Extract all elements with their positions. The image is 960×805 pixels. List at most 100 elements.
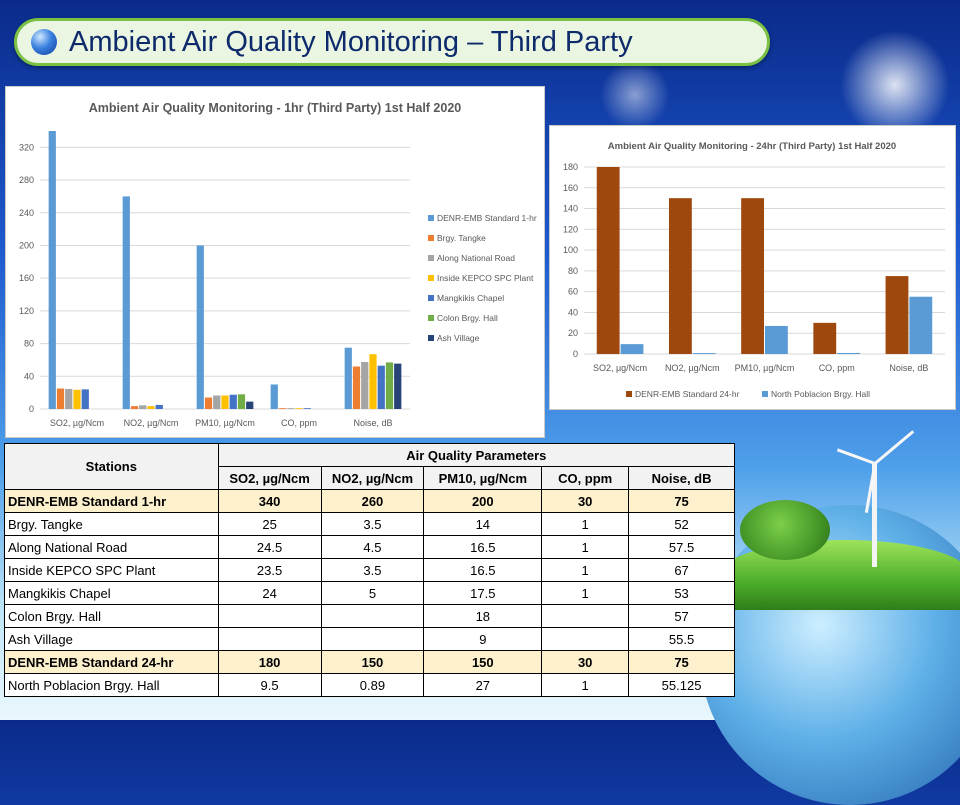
value-cell: 1 bbox=[541, 535, 630, 559]
value-cell: 1 bbox=[541, 558, 630, 582]
bar bbox=[81, 389, 89, 409]
table-row: Along National Road 24.5 4.5 16.5 1 57.5 bbox=[4, 535, 735, 559]
value-cell: 57.5 bbox=[628, 535, 735, 559]
bar bbox=[837, 352, 861, 354]
bar bbox=[221, 395, 229, 409]
value-cell bbox=[320, 627, 425, 651]
legend-swatch bbox=[762, 391, 768, 397]
x-category-label: SO2, µg/Ncm bbox=[593, 363, 647, 373]
y-tick-label: 100 bbox=[563, 245, 578, 255]
legend-swatch bbox=[626, 391, 632, 397]
bar bbox=[287, 408, 295, 409]
station-name-cell: Inside KEPCO SPC Plant bbox=[4, 558, 219, 582]
x-category-label: SO2, µg/Ncm bbox=[50, 418, 104, 428]
parameters-header: Air Quality Parameters bbox=[217, 443, 736, 467]
value-cell: 75 bbox=[628, 650, 735, 674]
y-tick-label: 120 bbox=[563, 224, 578, 234]
y-tick-label: 40 bbox=[568, 307, 578, 317]
table-row: Colon Brgy. Hall 18 57 bbox=[4, 604, 735, 628]
bar bbox=[48, 131, 56, 409]
value-cell: 23.5 bbox=[217, 558, 322, 582]
background-glow bbox=[600, 60, 670, 130]
value-cell: 1 bbox=[541, 581, 630, 605]
value-cell: 150 bbox=[320, 650, 425, 674]
station-name-cell: Mangkikis Chapel bbox=[4, 581, 219, 605]
slide-title-bar: Ambient Air Quality Monitoring – Third P… bbox=[14, 18, 770, 66]
column-header: SO2, µg/Ncm bbox=[217, 466, 322, 490]
bar bbox=[73, 389, 81, 409]
bar bbox=[56, 388, 65, 409]
x-category-label: NO2, µg/Ncm bbox=[124, 418, 179, 428]
bar bbox=[147, 406, 155, 409]
value-cell: 18 bbox=[423, 604, 543, 628]
bar bbox=[270, 384, 278, 409]
bar bbox=[155, 404, 163, 409]
table-row: Mangkikis Chapel 24 5 17.5 1 53 bbox=[4, 581, 735, 605]
value-cell: 75 bbox=[628, 489, 735, 513]
legend-label: Along National Road bbox=[437, 253, 515, 263]
chart-1hr: Ambient Air Quality Monitoring - 1hr (Th… bbox=[19, 101, 537, 428]
chart-title: Ambient Air Quality Monitoring - 24hr (T… bbox=[608, 141, 896, 152]
y-tick-label: 20 bbox=[568, 328, 578, 338]
value-cell: 24 bbox=[217, 581, 322, 605]
table-row: Inside KEPCO SPC Plant 23.5 3.5 16.5 1 67 bbox=[4, 558, 735, 582]
bar bbox=[295, 408, 303, 409]
value-cell: 9 bbox=[423, 627, 543, 651]
stations-header: Stations bbox=[4, 443, 219, 490]
legend-swatch bbox=[428, 275, 434, 281]
bar bbox=[278, 408, 287, 409]
bar bbox=[204, 397, 213, 409]
x-category-label: Noise, dB bbox=[889, 363, 928, 373]
legend-swatch bbox=[428, 335, 434, 341]
value-cell: 4.5 bbox=[320, 535, 425, 559]
y-tick-label: 160 bbox=[563, 183, 578, 193]
y-tick-label: 180 bbox=[563, 162, 578, 172]
value-cell: 55.5 bbox=[628, 627, 735, 651]
station-name-cell: Ash Village bbox=[4, 627, 219, 651]
value-cell: 150 bbox=[423, 650, 543, 674]
bar bbox=[692, 353, 716, 354]
table-row: North Poblacion Brgy. Hall 9.5 0.89 27 1 55.1… bbox=[4, 673, 735, 697]
x-category-label: CO, ppm bbox=[281, 418, 317, 428]
bar bbox=[344, 347, 352, 409]
x-category-label: Noise, dB bbox=[353, 418, 392, 428]
bar bbox=[65, 388, 73, 409]
value-cell: 200 bbox=[423, 489, 543, 513]
value-cell: 340 bbox=[217, 489, 322, 513]
x-category-label: CO, ppm bbox=[819, 363, 855, 373]
y-tick-label: 80 bbox=[568, 266, 578, 276]
y-tick-label: 0 bbox=[573, 349, 578, 359]
bar bbox=[741, 198, 764, 354]
legend-label: Colon Brgy. Hall bbox=[437, 313, 498, 323]
value-cell bbox=[541, 604, 630, 628]
legend-swatch bbox=[428, 255, 434, 261]
y-tick-label: 80 bbox=[24, 339, 34, 349]
value-cell: 67 bbox=[628, 558, 735, 582]
value-cell: 24.5 bbox=[217, 535, 322, 559]
value-cell bbox=[541, 627, 630, 651]
bar bbox=[130, 406, 139, 409]
station-name-cell: DENR-EMB Standard 1-hr bbox=[4, 489, 219, 513]
value-cell: 52 bbox=[628, 512, 735, 536]
value-cell: 27 bbox=[423, 673, 543, 697]
column-header-row: SO2, µg/Ncm NO2, µg/Ncm PM10, µg/Ncm CO, pp… bbox=[5, 466, 735, 490]
column-header: Noise, dB bbox=[628, 466, 735, 490]
bar bbox=[369, 354, 377, 409]
bar bbox=[352, 366, 361, 409]
y-tick-label: 240 bbox=[19, 208, 34, 218]
table-row: Ash Village 9 55.5 bbox=[4, 627, 735, 651]
y-tick-label: 200 bbox=[19, 240, 34, 250]
value-cell: 1 bbox=[541, 512, 630, 536]
legend-swatch bbox=[428, 235, 434, 241]
bar bbox=[813, 322, 837, 354]
bar bbox=[620, 344, 644, 354]
legend-label: North Poblacion Brgy. Hall bbox=[771, 389, 870, 399]
chart-1hr-panel: Ambient Air Quality Monitoring - 1hr (Th… bbox=[5, 86, 545, 438]
value-cell: 30 bbox=[541, 650, 630, 674]
y-tick-label: 60 bbox=[568, 287, 578, 297]
slide-title: Ambient Air Quality Monitoring – Third P… bbox=[69, 26, 633, 58]
legend-swatch bbox=[428, 215, 434, 221]
bar bbox=[213, 395, 221, 409]
legend-swatch bbox=[428, 315, 434, 321]
bar bbox=[303, 408, 311, 409]
